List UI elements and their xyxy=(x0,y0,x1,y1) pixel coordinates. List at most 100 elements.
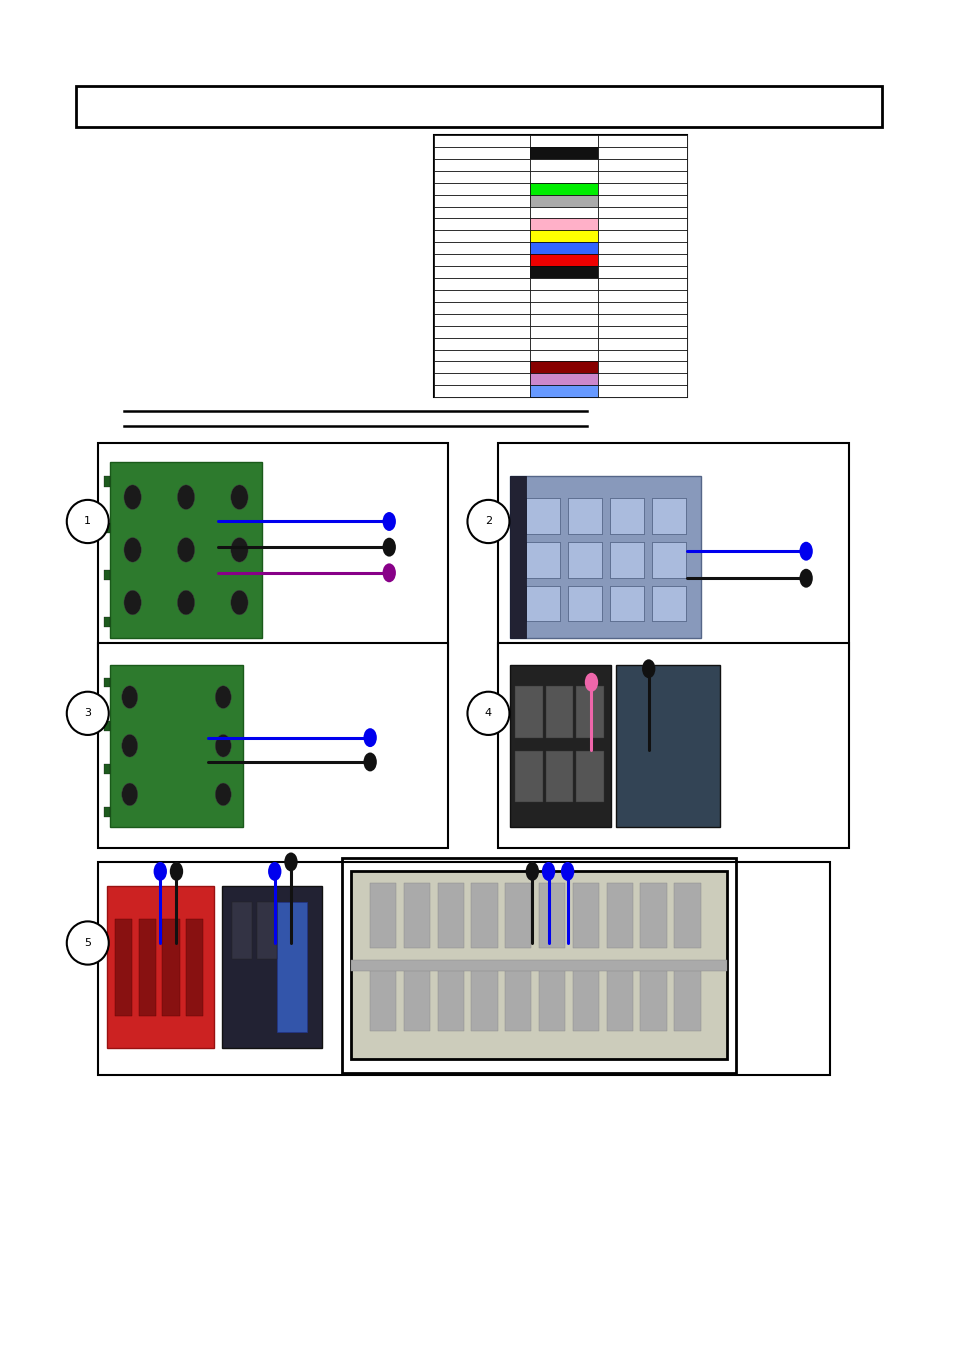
Bar xyxy=(510,476,525,638)
Bar xyxy=(576,751,603,802)
Bar xyxy=(104,476,110,486)
Bar xyxy=(104,765,110,774)
Text: 3: 3 xyxy=(84,708,91,719)
Bar xyxy=(98,643,448,848)
Bar xyxy=(525,542,559,578)
Bar xyxy=(104,678,110,688)
Bar xyxy=(434,326,530,338)
Bar xyxy=(606,965,633,1031)
Bar xyxy=(530,219,598,231)
Circle shape xyxy=(382,563,395,582)
Bar xyxy=(598,242,686,254)
Bar xyxy=(567,542,601,578)
Bar xyxy=(530,326,598,338)
Ellipse shape xyxy=(67,921,109,965)
Bar xyxy=(530,338,598,350)
Bar xyxy=(530,242,598,254)
Bar xyxy=(639,965,666,1031)
Bar xyxy=(434,207,530,219)
Bar xyxy=(572,882,598,948)
Circle shape xyxy=(382,538,395,557)
Bar xyxy=(505,965,531,1031)
Bar xyxy=(434,350,530,362)
Bar xyxy=(530,159,598,170)
Text: 2: 2 xyxy=(484,516,492,527)
Circle shape xyxy=(122,735,137,757)
Bar xyxy=(76,86,882,127)
Bar xyxy=(403,965,430,1031)
Bar xyxy=(370,882,395,948)
Circle shape xyxy=(124,590,141,615)
Bar xyxy=(530,350,598,362)
Text: 5: 5 xyxy=(84,938,91,948)
Bar xyxy=(434,135,686,397)
Bar xyxy=(434,313,530,326)
Circle shape xyxy=(122,686,137,708)
Circle shape xyxy=(122,784,137,805)
Bar xyxy=(104,570,110,581)
Bar xyxy=(616,665,720,827)
Circle shape xyxy=(177,485,194,509)
Bar xyxy=(598,254,686,266)
Bar xyxy=(434,338,530,350)
Bar xyxy=(257,902,277,959)
Ellipse shape xyxy=(67,500,109,543)
Circle shape xyxy=(215,735,231,757)
Bar xyxy=(104,523,110,534)
Circle shape xyxy=(231,538,248,562)
Bar xyxy=(351,959,726,971)
Bar xyxy=(515,686,542,738)
Bar xyxy=(538,882,565,948)
Bar xyxy=(437,965,463,1031)
Bar xyxy=(530,373,598,385)
Bar xyxy=(598,266,686,278)
Bar xyxy=(530,266,598,278)
Bar xyxy=(530,301,598,313)
Bar xyxy=(598,182,686,195)
Bar xyxy=(530,385,598,397)
Bar xyxy=(545,686,573,738)
Bar xyxy=(567,499,601,534)
Circle shape xyxy=(560,862,574,881)
Bar xyxy=(370,965,395,1031)
Circle shape xyxy=(124,485,141,509)
Bar xyxy=(341,858,736,1073)
Bar xyxy=(530,147,598,159)
Circle shape xyxy=(215,784,231,805)
Bar xyxy=(598,195,686,207)
Bar xyxy=(598,219,686,231)
Bar xyxy=(651,499,685,534)
Circle shape xyxy=(268,862,281,881)
Ellipse shape xyxy=(67,692,109,735)
Bar xyxy=(471,882,497,948)
Bar xyxy=(639,882,666,948)
Circle shape xyxy=(124,538,141,562)
Bar xyxy=(598,207,686,219)
Circle shape xyxy=(584,673,598,692)
Bar xyxy=(598,231,686,242)
Bar xyxy=(598,350,686,362)
Bar xyxy=(525,586,559,621)
Bar xyxy=(530,170,598,182)
Bar xyxy=(434,278,530,290)
Circle shape xyxy=(363,753,376,771)
Circle shape xyxy=(541,862,555,881)
Bar xyxy=(434,147,530,159)
Bar xyxy=(598,301,686,313)
Bar xyxy=(434,385,530,397)
Text: 4: 4 xyxy=(484,708,492,719)
Bar xyxy=(598,290,686,301)
Bar xyxy=(598,159,686,170)
Bar xyxy=(233,902,252,959)
Bar xyxy=(434,254,530,266)
Bar xyxy=(403,882,430,948)
Bar xyxy=(434,182,530,195)
Ellipse shape xyxy=(467,692,509,735)
Bar xyxy=(434,195,530,207)
Bar xyxy=(107,886,213,1048)
Bar xyxy=(530,182,598,195)
Bar xyxy=(598,338,686,350)
Bar xyxy=(434,373,530,385)
Bar xyxy=(434,159,530,170)
Bar xyxy=(606,882,633,948)
